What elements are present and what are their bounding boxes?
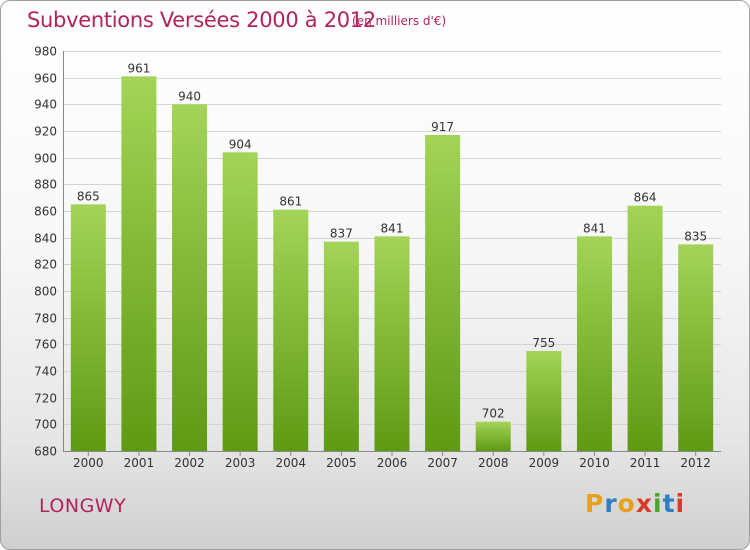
x-tick-label: 2010 bbox=[579, 456, 610, 470]
chart-subtitle: (en milliers d'€) bbox=[352, 14, 447, 28]
y-tick-label: 980 bbox=[34, 45, 57, 59]
x-tick-label: 2003 bbox=[225, 456, 256, 470]
y-tick-label: 860 bbox=[34, 205, 57, 219]
x-tick-label: 2005 bbox=[326, 456, 357, 470]
x-tick-label: 2000 bbox=[73, 456, 104, 470]
city-name: LONGWY bbox=[39, 495, 127, 517]
logo-letter: r bbox=[604, 489, 618, 518]
bar bbox=[374, 236, 410, 451]
y-tick-label: 960 bbox=[34, 72, 57, 86]
logo-letter: i bbox=[675, 489, 686, 518]
bar-value-label: 904 bbox=[229, 137, 252, 151]
y-tick-label: 920 bbox=[34, 125, 57, 139]
x-tick-label: 2009 bbox=[529, 456, 560, 470]
bar-value-label: 940 bbox=[178, 89, 201, 103]
bar bbox=[222, 152, 258, 452]
bar bbox=[627, 205, 663, 451]
bar-value-label: 702 bbox=[482, 407, 505, 421]
x-tick-label: 2001 bbox=[124, 456, 155, 470]
bar-value-label: 864 bbox=[634, 191, 657, 205]
bar-value-label: 837 bbox=[330, 227, 353, 241]
x-tick-label: 2002 bbox=[174, 456, 205, 470]
bar-value-label: 755 bbox=[532, 336, 555, 350]
x-tick-label: 2007 bbox=[427, 456, 458, 470]
bar bbox=[172, 104, 208, 451]
bar-value-label: 841 bbox=[583, 221, 606, 235]
bar bbox=[273, 209, 309, 451]
bar bbox=[70, 204, 106, 451]
y-tick-label: 820 bbox=[34, 258, 57, 272]
x-tick-label: 2011 bbox=[630, 456, 661, 470]
bar-value-label: 917 bbox=[431, 120, 454, 134]
y-tick-label: 720 bbox=[34, 392, 57, 406]
y-tick-label: 900 bbox=[34, 152, 57, 166]
y-tick-label: 680 bbox=[34, 445, 57, 459]
y-tick-label: 800 bbox=[34, 285, 57, 299]
bar bbox=[323, 241, 359, 451]
y-tick-label: 940 bbox=[34, 98, 57, 112]
logo-letter: P bbox=[585, 489, 605, 518]
x-tick-label: 2008 bbox=[478, 456, 509, 470]
y-tick-label: 760 bbox=[34, 338, 57, 352]
bar bbox=[678, 244, 714, 451]
bar bbox=[475, 421, 511, 451]
y-tick-label: 740 bbox=[34, 365, 57, 379]
logo-letter: t bbox=[662, 489, 676, 518]
bar-value-label: 841 bbox=[381, 221, 404, 235]
proxiti-logo: Proxiti bbox=[585, 489, 685, 518]
logo-letter: x bbox=[635, 489, 653, 518]
bar bbox=[576, 236, 612, 451]
x-tick-label: 2004 bbox=[275, 456, 306, 470]
logo-letter: o bbox=[617, 489, 636, 518]
y-tick-label: 840 bbox=[34, 232, 57, 246]
y-tick-label: 780 bbox=[34, 312, 57, 326]
x-tick-label: 2006 bbox=[377, 456, 408, 470]
bar bbox=[526, 351, 562, 451]
y-tick-label: 880 bbox=[34, 178, 57, 192]
x-tick-label: 2012 bbox=[680, 456, 711, 470]
bar-value-label: 961 bbox=[127, 61, 150, 75]
logo-letter: i bbox=[653, 489, 663, 518]
bar-value-label: 835 bbox=[684, 229, 707, 243]
bar-value-label: 861 bbox=[279, 195, 302, 209]
bar-value-label: 865 bbox=[77, 189, 100, 203]
bar bbox=[425, 135, 461, 451]
y-tick-label: 700 bbox=[34, 418, 57, 432]
bar bbox=[121, 76, 157, 451]
chart-title: Subventions Versées 2000 à 2012 bbox=[27, 8, 376, 32]
